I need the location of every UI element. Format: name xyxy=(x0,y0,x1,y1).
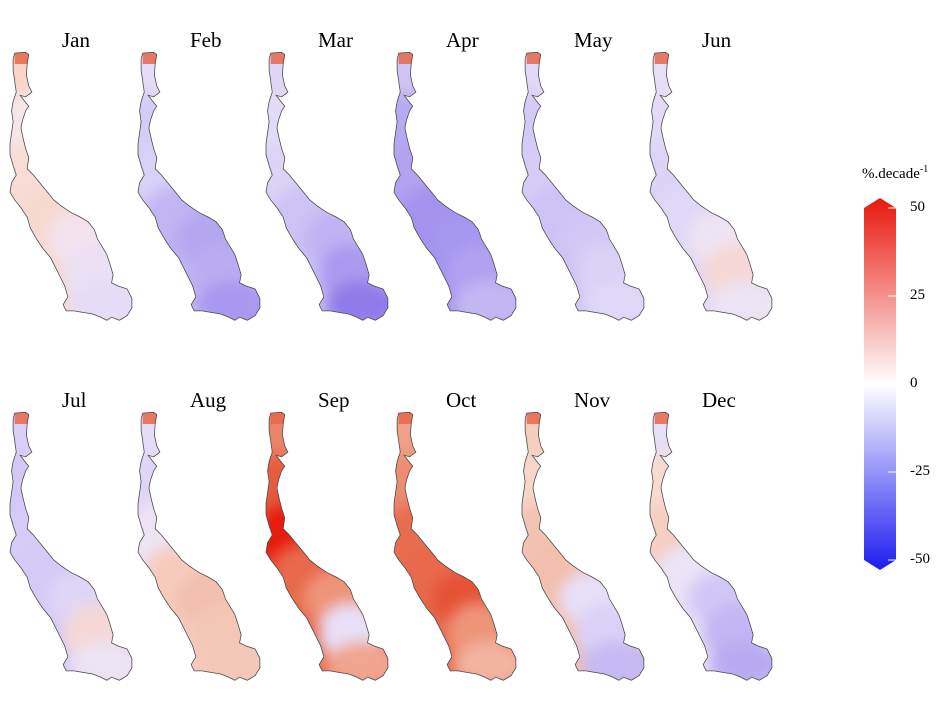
colorbar-bar xyxy=(864,198,896,570)
month-label: Sep xyxy=(318,388,350,412)
map-panel-nov: Nov xyxy=(521,368,647,723)
north-tip xyxy=(14,52,29,65)
colorbar-tick-label: 0 xyxy=(910,375,918,391)
trend-pattern xyxy=(650,412,772,681)
lake-outline xyxy=(265,51,389,321)
lake-map xyxy=(649,411,773,681)
lake-map xyxy=(393,411,517,681)
lake-map xyxy=(649,51,773,321)
colorbar-tick-label: -25 xyxy=(910,463,930,479)
north-tip xyxy=(654,52,669,65)
lake-outline xyxy=(9,411,133,681)
north-tip xyxy=(654,412,669,425)
lake-outline xyxy=(393,411,517,681)
map-panel-dec: Dec xyxy=(649,368,775,723)
month-label: Oct xyxy=(446,388,477,412)
trend-region xyxy=(325,281,388,321)
trend-region xyxy=(69,641,132,681)
month-label: Dec xyxy=(702,388,736,412)
lake-outline xyxy=(649,51,773,321)
month-label: Mar xyxy=(318,28,353,52)
trend-pattern xyxy=(522,52,644,321)
trend-region xyxy=(69,281,132,321)
colorbar-tick-label: -50 xyxy=(910,551,930,567)
lake-outline xyxy=(521,51,645,321)
lake-outline xyxy=(393,51,517,321)
map-panel-may: May xyxy=(521,8,647,363)
month-label: Jul xyxy=(62,388,87,412)
lake-map xyxy=(137,51,261,321)
trend-region xyxy=(453,281,516,321)
month-label: Jan xyxy=(62,28,90,52)
trend-pattern xyxy=(266,52,388,321)
north-tip xyxy=(398,412,413,425)
lake-outline xyxy=(265,411,389,681)
colorbar-unit-text: %.decade xyxy=(862,166,920,182)
north-tip xyxy=(142,52,157,65)
trend-pattern xyxy=(10,52,132,321)
lake-map xyxy=(265,411,389,681)
map-panel-mar: Mar xyxy=(265,8,391,363)
trend-pattern xyxy=(266,412,388,681)
month-label: Nov xyxy=(574,388,611,412)
map-panel-jun: Jun xyxy=(649,8,775,363)
north-tip xyxy=(270,412,285,425)
map-panel-feb: Feb xyxy=(137,8,263,363)
trend-region xyxy=(197,641,260,681)
colorbar-unit-label: %.decade-1 xyxy=(862,164,928,183)
month-label: Jun xyxy=(702,28,732,52)
month-label: Apr xyxy=(446,28,479,52)
trend-pattern xyxy=(650,52,772,321)
colorbar-unit-exponent: -1 xyxy=(919,164,929,175)
map-panel-sep: Sep xyxy=(265,368,391,723)
month-label: Feb xyxy=(190,28,222,52)
month-label: Aug xyxy=(190,388,227,412)
lake-map xyxy=(265,51,389,321)
colorbar-gradient xyxy=(864,198,896,570)
north-tip xyxy=(142,412,157,425)
trend-pattern xyxy=(522,412,644,681)
month-label: May xyxy=(574,28,613,52)
trend-pattern xyxy=(394,52,516,321)
colorbar-tick-label: 25 xyxy=(910,287,925,303)
trend-pattern xyxy=(394,412,516,681)
map-panel-jan: Jan xyxy=(9,8,135,363)
north-tip xyxy=(270,52,285,65)
trend-region xyxy=(581,281,644,321)
trend-region xyxy=(325,641,388,681)
map-panel-aug: Aug xyxy=(137,368,263,723)
trend-region xyxy=(453,641,516,681)
trend-pattern xyxy=(10,412,132,681)
trend-pattern xyxy=(138,52,260,321)
lake-map xyxy=(9,51,133,321)
lake-map xyxy=(521,51,645,321)
map-panel-oct: Oct xyxy=(393,368,519,723)
lake-map xyxy=(137,411,261,681)
lake-map xyxy=(9,411,133,681)
lake-outline xyxy=(521,411,645,681)
north-tip xyxy=(14,412,29,425)
lake-map xyxy=(521,411,645,681)
trend-region xyxy=(709,641,772,681)
trend-pattern xyxy=(138,412,260,681)
trend-region xyxy=(709,281,772,321)
lake-outline xyxy=(137,51,261,321)
lake-outline xyxy=(137,411,261,681)
north-tip xyxy=(398,52,413,65)
north-tip xyxy=(526,52,541,65)
map-panel-jul: Jul xyxy=(9,368,135,723)
map-panel-apr: Apr xyxy=(393,8,519,363)
lake-outline xyxy=(649,411,773,681)
lake-outline xyxy=(9,51,133,321)
trend-region xyxy=(197,281,260,321)
trend-region xyxy=(581,641,644,681)
colorbar-legend: %.decade-1 50 25 0 -25 -50 xyxy=(860,160,942,570)
colorbar-tick-label: 50 xyxy=(910,199,925,215)
north-tip xyxy=(526,412,541,425)
lake-map xyxy=(393,51,517,321)
